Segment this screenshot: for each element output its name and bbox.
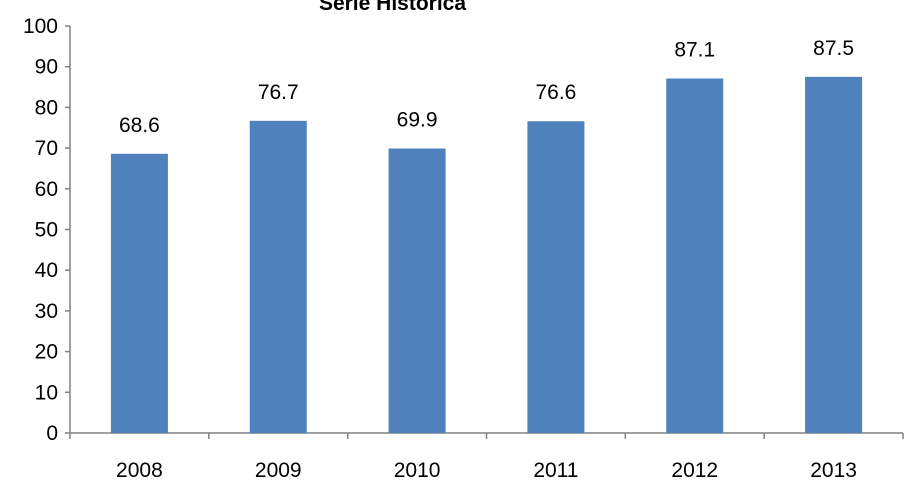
y-tick-label: 80: [35, 96, 58, 119]
data-label: 76.7: [258, 81, 299, 104]
y-axis: 0 10 20 30 40 50 60 70 80 90 100: [23, 15, 71, 445]
bar: [110, 153, 168, 433]
y-tick-label: 30: [35, 300, 58, 323]
data-label: 68.6: [119, 114, 160, 137]
data-labels: 68.6 76.7 69.9 76.6 87.1 87.5: [119, 37, 854, 137]
y-tick-label: 60: [35, 178, 58, 201]
y-tick-label: 10: [35, 381, 58, 404]
bar: [388, 148, 446, 433]
y-tick-label: 20: [35, 341, 58, 364]
x-tick-label: 2010: [394, 459, 441, 482]
data-label: 87.5: [813, 37, 854, 60]
y-tick-label: 40: [35, 259, 58, 282]
y-tick-label: 70: [35, 137, 58, 160]
x-tick-label: 2012: [671, 459, 718, 482]
bar: [805, 76, 863, 433]
data-label: 87.1: [674, 39, 715, 62]
data-label: 76.6: [535, 81, 576, 104]
y-tick-label: 90: [35, 56, 58, 79]
y-tick-label: 50: [35, 219, 58, 242]
x-tick-label: 2013: [810, 459, 857, 482]
x-axis: 2008 2009 2010 2011 2012 2013: [69, 432, 904, 482]
x-tick-label: 2009: [255, 459, 302, 482]
bar: [666, 78, 724, 434]
bar: [249, 120, 307, 434]
bars: [110, 76, 863, 434]
bar: [527, 121, 585, 433]
y-tick-label: 0: [46, 422, 58, 445]
chart-title: Serie Histórica: [319, 0, 466, 15]
x-tick-label: 2011: [533, 459, 578, 482]
data-label: 69.9: [397, 109, 438, 132]
y-tick-label: 100: [23, 15, 58, 38]
x-tick-label: 2008: [116, 459, 163, 482]
